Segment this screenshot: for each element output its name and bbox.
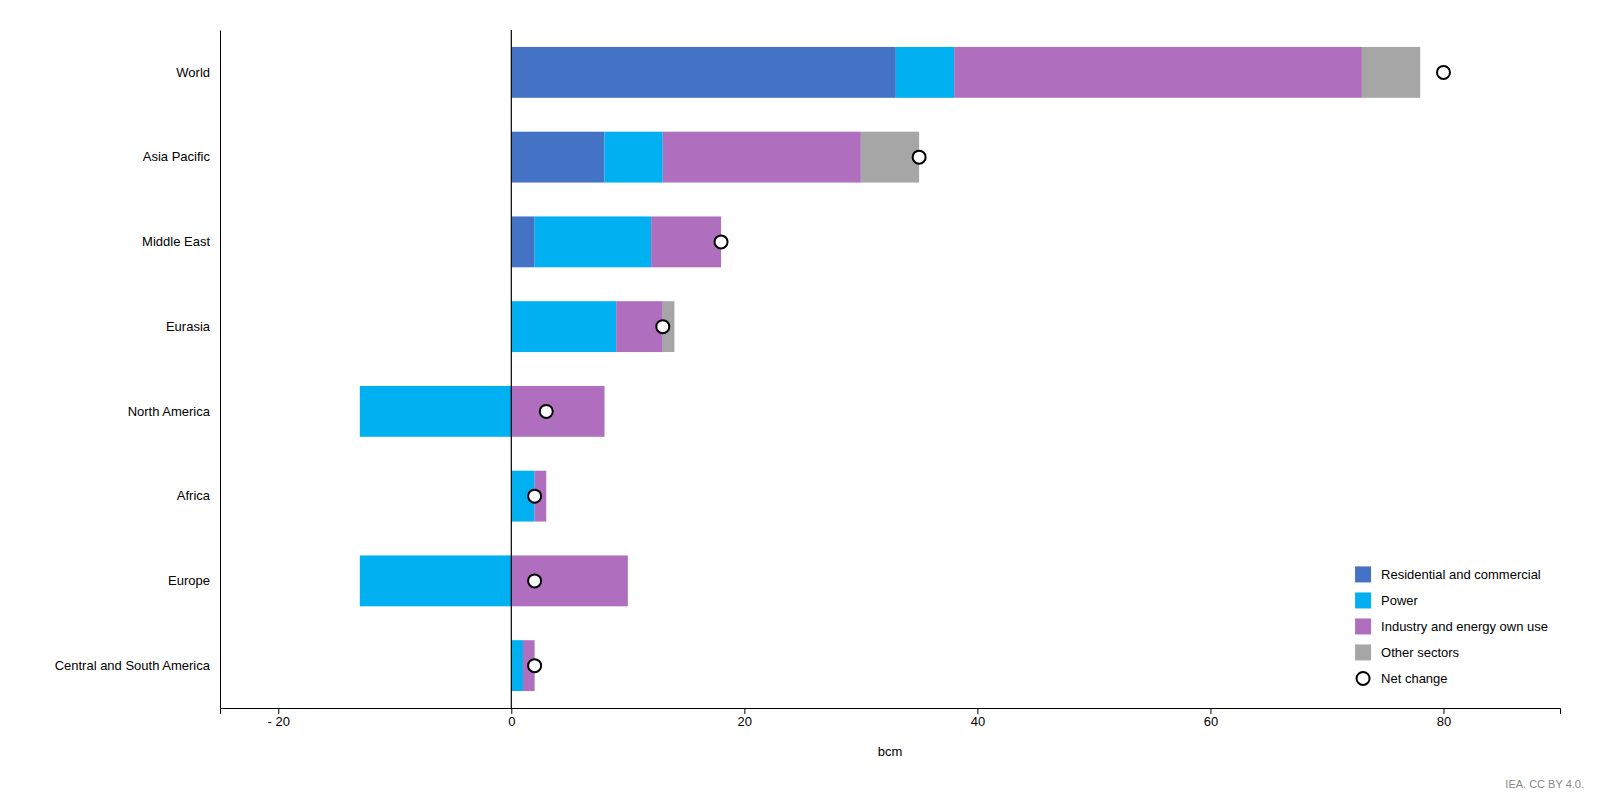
legend-swatch	[1355, 566, 1371, 582]
x-tick: 60	[1204, 708, 1218, 729]
bar	[511, 301, 616, 352]
legend-swatch	[1357, 672, 1370, 685]
legend-label: Power	[1381, 593, 1419, 608]
legend-label: Other sectors	[1381, 645, 1460, 660]
y-tick-label: World	[176, 65, 210, 80]
legend-item: Power	[1355, 592, 1419, 608]
y-tick: Middle East	[142, 234, 210, 249]
x-tick-label: 0	[508, 714, 515, 729]
y-axis-line	[220, 31, 221, 709]
legend-item: Other sectors	[1355, 644, 1460, 660]
chart: - 20 0 20 40 60 80 World Asia Pacific Middle Eas…	[0, 0, 1600, 798]
bar	[861, 132, 919, 183]
net-change-marker	[715, 235, 728, 248]
legend-swatch	[1355, 592, 1371, 608]
net-change-marker	[656, 320, 669, 333]
x-tick: 80	[1437, 708, 1451, 729]
y-tick-label: North America	[128, 404, 211, 419]
y-axis: World Asia Pacific Middle East Eurasia North…	[55, 31, 221, 709]
x-tick-mark	[1443, 708, 1444, 714]
bar	[663, 132, 861, 183]
y-tick: Africa	[177, 488, 211, 503]
x-tick: 20	[738, 708, 752, 729]
x-tick-mark	[744, 708, 745, 714]
marks	[360, 30, 1450, 708]
bar	[605, 132, 663, 183]
bar	[535, 216, 652, 267]
x-tick-label: 40	[971, 714, 985, 729]
net-change-marker	[528, 574, 541, 587]
y-tick-label: Africa	[177, 488, 211, 503]
y-tick-label: Middle East	[142, 234, 210, 249]
x-tick-mark	[278, 708, 279, 714]
x-tick-mark	[1210, 708, 1211, 714]
y-tick-label: Eurasia	[166, 319, 211, 334]
bar	[360, 555, 511, 606]
bar	[1362, 47, 1420, 98]
legend-label: Industry and energy own use	[1381, 619, 1548, 634]
bar	[511, 216, 534, 267]
bar	[511, 555, 628, 606]
zero-line	[511, 30, 512, 708]
bar	[360, 386, 511, 437]
y-tick: Central and South America	[55, 658, 211, 673]
y-tick: World	[176, 65, 210, 80]
plot-area: - 20 0 20 40 60 80 World Asia Pacific Middle Eas…	[55, 30, 1561, 759]
net-change-marker	[528, 659, 541, 672]
x-tick: 40	[971, 708, 985, 729]
x-tick-mark	[977, 708, 978, 714]
x-tick-label: 60	[1204, 714, 1218, 729]
bar	[511, 640, 523, 691]
legend-item: Net change	[1357, 671, 1448, 686]
legend-swatch	[1355, 618, 1371, 634]
legend-item: Residential and commercial	[1355, 566, 1541, 582]
x-tick: 0	[508, 708, 515, 729]
net-change-marker	[1437, 66, 1450, 79]
net-change-marker	[540, 405, 553, 418]
y-tick: Eurasia	[166, 319, 211, 334]
x-tick-label: 80	[1437, 714, 1451, 729]
y-tick-label: Asia Pacific	[143, 149, 211, 164]
bar	[511, 47, 896, 98]
legend-label: Net change	[1381, 671, 1448, 686]
source: IEA. CC BY 4.0.	[1505, 778, 1584, 790]
x-tick-label: 20	[738, 714, 752, 729]
x-axis: - 20 0 20 40 60 80	[221, 708, 1561, 729]
bar	[651, 216, 721, 267]
legend-label: Residential and commercial	[1381, 567, 1541, 582]
y-tick-label: Central and South America	[55, 658, 211, 673]
bar	[511, 386, 604, 437]
bar	[954, 47, 1362, 98]
y-tick: Europe	[168, 573, 210, 588]
x-axis-line	[221, 709, 1561, 715]
x-tick-label: - 20	[268, 714, 290, 729]
legend-swatch	[1355, 644, 1371, 660]
y-tick: Asia Pacific	[143, 149, 211, 164]
x-tick-mark	[511, 708, 512, 714]
legend-item: Industry and energy own use	[1355, 618, 1548, 634]
legend: Residential and commercial Power Industry …	[1355, 566, 1548, 686]
bar	[511, 132, 604, 183]
net-change-marker	[528, 490, 541, 503]
net-change-marker	[913, 151, 926, 164]
x-tick: - 20	[268, 708, 290, 729]
x-axis-title: bcm	[878, 744, 903, 759]
bar	[896, 47, 954, 98]
y-tick-label: Europe	[168, 573, 210, 588]
y-tick: North America	[128, 404, 211, 419]
